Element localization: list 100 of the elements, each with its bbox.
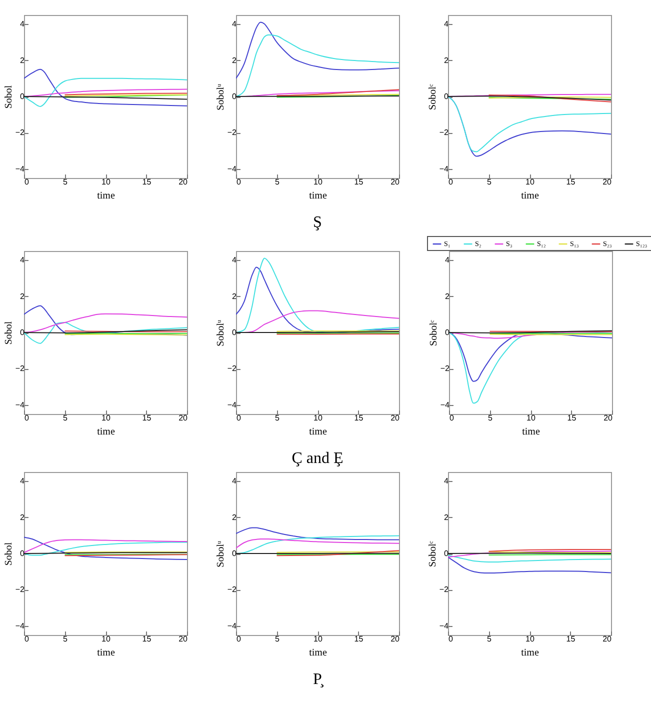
- y-axis-title: Sobolᶜ: [428, 320, 440, 346]
- line-series: [236, 34, 399, 97]
- y-axis-title: Sobolᵘ: [215, 540, 226, 568]
- x-axis-title: time: [521, 648, 540, 658]
- x-axis-title: time: [309, 190, 328, 202]
- y-tick-label: 4: [20, 256, 26, 265]
- y-axis-title: Sobol: [3, 321, 14, 345]
- y-tick-label: −2: [439, 128, 450, 138]
- line-series: [448, 554, 611, 563]
- y-tick-label: 4: [445, 256, 450, 265]
- line-series: [236, 22, 399, 79]
- x-tick-label: 15: [354, 634, 364, 644]
- y-tick-label: 2: [232, 56, 238, 65]
- x-tick-label: 20: [604, 414, 614, 422]
- y-tick-label: 0: [232, 92, 238, 101]
- y-tick-label: 4: [232, 256, 238, 265]
- y-tick-label: 4: [232, 476, 238, 486]
- y-tick-label: −4: [227, 164, 238, 174]
- text: P̧: [313, 671, 324, 688]
- x-axis-title: time: [97, 190, 116, 202]
- y-tick-label: 2: [20, 292, 26, 301]
- y-tick-label: −4: [227, 621, 238, 630]
- x-tick-label: 20: [390, 414, 400, 422]
- y-tick-label: 0: [445, 328, 450, 337]
- y-tick-label: 4: [232, 20, 238, 29]
- x-axis-title: time: [97, 426, 116, 438]
- y-tick-label: 4: [20, 20, 26, 29]
- y-tick-label: −2: [440, 364, 450, 374]
- x-tick-label: 15: [142, 414, 152, 422]
- y-tick-label: 0: [20, 549, 26, 558]
- text: Ş: [313, 214, 322, 231]
- x-axis-title: time: [522, 426, 540, 438]
- x-tick-label: 5: [63, 414, 68, 422]
- x-tick-label: 10: [314, 634, 323, 644]
- y-tick-label: 4: [20, 476, 26, 486]
- x-tick-label: 20: [178, 178, 188, 186]
- x-tick-label: 15: [142, 178, 152, 186]
- x-tick-label: 15: [142, 634, 152, 644]
- line-series: [488, 94, 611, 102]
- x-tick-label: 5: [63, 178, 68, 186]
- x-tick-label: 5: [275, 414, 280, 422]
- y-tick-label: −2: [439, 585, 450, 594]
- line-series: [24, 313, 187, 333]
- y-tick-label: −4: [440, 400, 450, 410]
- line-series: [449, 331, 612, 339]
- x-tick-label: 10: [314, 178, 323, 186]
- line-series: [24, 68, 187, 106]
- x-axis-title: time: [309, 648, 328, 658]
- x-tick-label: 20: [602, 178, 612, 186]
- x-tick-label: 10: [314, 414, 323, 422]
- x-tick-label: 15: [566, 634, 576, 644]
- y-tick-label: −2: [227, 364, 238, 374]
- y-tick-label: 0: [444, 92, 450, 101]
- x-tick-label: 10: [526, 634, 535, 644]
- line-series: [24, 322, 187, 344]
- y-tick-label: −4: [15, 621, 26, 630]
- x-tick-label: 20: [390, 634, 400, 644]
- line-series: [236, 527, 399, 540]
- line-series: [24, 539, 187, 554]
- y-tick-label: 2: [20, 512, 26, 522]
- y-tick-label: 4: [444, 20, 450, 29]
- x-tick-label: 15: [354, 178, 364, 186]
- y-axis-title: Sobolᶜ: [427, 84, 438, 110]
- x-tick-label: 5: [487, 178, 492, 186]
- x-tick-label: 20: [178, 634, 188, 644]
- x-tick-label: 5: [275, 634, 280, 644]
- y-tick-label: 0: [20, 92, 26, 101]
- y-tick-label: −4: [227, 400, 238, 410]
- x-tick-label: 10: [102, 178, 111, 186]
- y-tick-label: 0: [232, 549, 238, 558]
- y-tick-label: −2: [15, 128, 26, 138]
- line-series: [236, 538, 399, 549]
- x-tick-label: 20: [178, 414, 188, 422]
- x-tick-label: 5: [488, 414, 494, 422]
- y-tick-label: 4: [444, 476, 450, 486]
- x-axis-title: time: [521, 190, 540, 202]
- y-tick-label: 0: [444, 549, 450, 558]
- y-tick-label: 2: [20, 56, 26, 65]
- x-axis-title: time: [97, 648, 116, 658]
- y-axis-title: Sobolᶜ: [427, 540, 438, 567]
- x-tick-label: 15: [354, 414, 364, 422]
- y-tick-label: −4: [439, 621, 450, 630]
- y-axis-title: Sobol: [3, 85, 14, 109]
- line-series: [24, 542, 187, 556]
- x-tick-label: 15: [567, 414, 577, 422]
- y-tick-label: −2: [15, 364, 26, 374]
- y-tick-label: −2: [227, 585, 238, 594]
- line-series: [448, 556, 611, 574]
- line-series: [24, 78, 187, 107]
- y-axis-title: Sobol: [3, 542, 14, 566]
- y-tick-label: 2: [232, 292, 238, 301]
- x-tick-label: 15: [566, 178, 576, 186]
- x-tick-label: 5: [63, 634, 68, 644]
- y-tick-label: 2: [445, 292, 450, 301]
- y-tick-label: 0: [20, 328, 26, 337]
- y-tick-label: 2: [444, 512, 450, 522]
- line-series: [24, 536, 187, 560]
- y-tick-label: −2: [227, 128, 238, 138]
- y-tick-label: −4: [439, 164, 450, 174]
- x-tick-label: 10: [526, 414, 536, 422]
